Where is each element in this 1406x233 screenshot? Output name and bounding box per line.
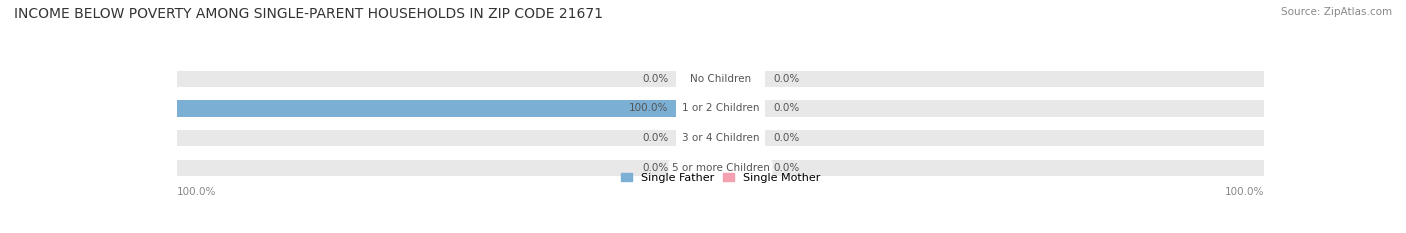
Text: Source: ZipAtlas.com: Source: ZipAtlas.com: [1281, 7, 1392, 17]
Text: 0.0%: 0.0%: [643, 133, 668, 143]
Text: 1 or 2 Children: 1 or 2 Children: [682, 103, 759, 113]
Text: 0.0%: 0.0%: [643, 163, 668, 173]
Text: 100.0%: 100.0%: [628, 103, 668, 113]
Text: 0.0%: 0.0%: [773, 74, 799, 84]
Bar: [765, 100, 1264, 116]
Text: 0.0%: 0.0%: [643, 74, 668, 84]
Text: 0.0%: 0.0%: [773, 133, 799, 143]
Text: 0.0%: 0.0%: [773, 163, 799, 173]
Bar: [765, 71, 1264, 87]
Text: 3 or 4 Children: 3 or 4 Children: [682, 133, 759, 143]
Bar: [177, 130, 676, 146]
Bar: [177, 71, 676, 87]
Text: 5 or more Children: 5 or more Children: [672, 163, 769, 173]
Bar: [177, 100, 676, 116]
Text: No Children: No Children: [690, 74, 751, 84]
Text: 0.0%: 0.0%: [773, 103, 799, 113]
Bar: [177, 100, 676, 116]
Bar: [765, 130, 1264, 146]
Text: 100.0%: 100.0%: [1225, 187, 1264, 197]
Text: 100.0%: 100.0%: [177, 187, 217, 197]
Bar: [765, 160, 1264, 176]
Text: INCOME BELOW POVERTY AMONG SINGLE-PARENT HOUSEHOLDS IN ZIP CODE 21671: INCOME BELOW POVERTY AMONG SINGLE-PARENT…: [14, 7, 603, 21]
Legend: Single Father, Single Mother: Single Father, Single Mother: [621, 173, 820, 183]
Bar: [177, 160, 676, 176]
